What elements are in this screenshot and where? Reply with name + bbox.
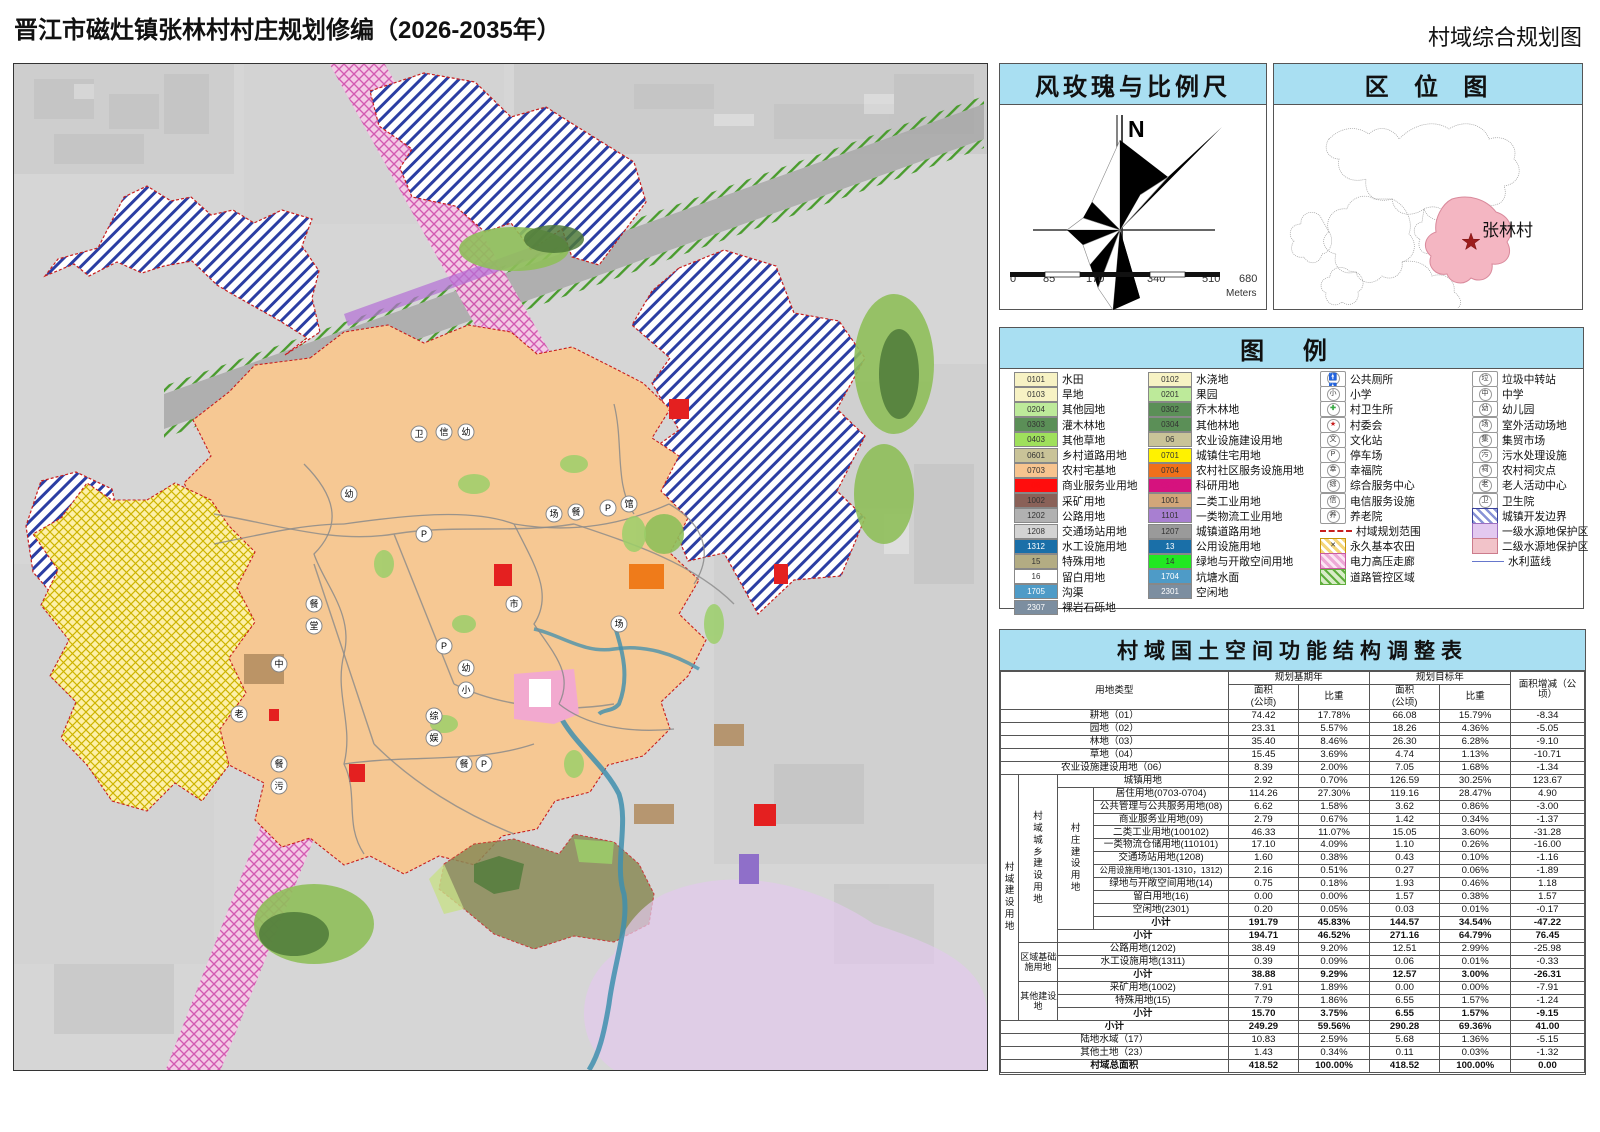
svg-text:馆: 馆 bbox=[624, 498, 633, 509]
svg-text:堂: 堂 bbox=[309, 620, 318, 631]
svg-text:中: 中 bbox=[274, 658, 283, 669]
svg-text:卫: 卫 bbox=[414, 429, 423, 439]
svg-text:污: 污 bbox=[274, 780, 283, 791]
svg-text:P: P bbox=[481, 759, 487, 769]
svg-text:P: P bbox=[605, 503, 611, 513]
svg-text:餐: 餐 bbox=[459, 758, 468, 769]
svg-text:P: P bbox=[441, 641, 447, 651]
svg-text:小: 小 bbox=[461, 685, 470, 695]
svg-text:综: 综 bbox=[429, 710, 438, 721]
svg-text:老: 老 bbox=[234, 708, 243, 719]
svg-text:餐: 餐 bbox=[309, 598, 318, 609]
svg-text:P: P bbox=[421, 529, 427, 539]
svg-text:幼: 幼 bbox=[461, 426, 470, 437]
svg-text:N: N bbox=[1128, 116, 1145, 142]
svg-text:餐: 餐 bbox=[571, 506, 580, 517]
svg-text:幼: 幼 bbox=[461, 662, 470, 673]
svg-text:张林村: 张林村 bbox=[1482, 221, 1533, 240]
svg-text:场: 场 bbox=[614, 619, 623, 629]
svg-text:市: 市 bbox=[509, 598, 518, 609]
svg-text:信: 信 bbox=[439, 426, 448, 437]
svg-text:幼: 幼 bbox=[344, 488, 353, 499]
svg-text:场: 场 bbox=[549, 509, 558, 519]
svg-text:娱: 娱 bbox=[429, 732, 438, 743]
svg-text:餐: 餐 bbox=[274, 758, 283, 769]
svg-text:680: 680 bbox=[1239, 273, 1257, 285]
svg-text:Meters: Meters bbox=[1226, 288, 1257, 299]
